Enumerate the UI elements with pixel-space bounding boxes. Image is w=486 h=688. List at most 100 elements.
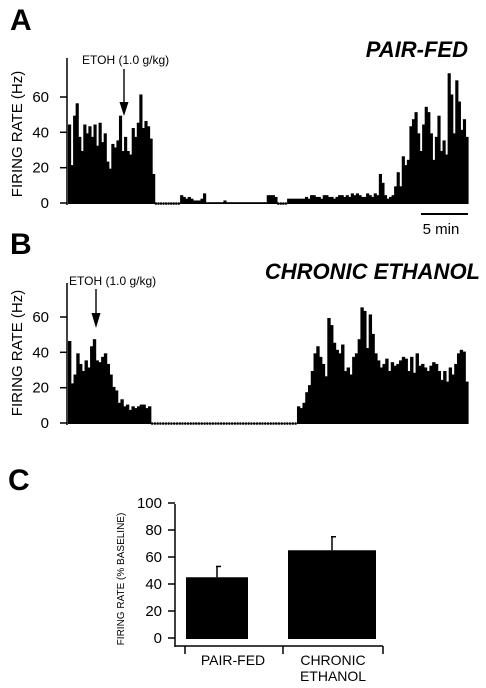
panel-b-tick-label: 60 bbox=[32, 309, 49, 326]
panel-b-bar bbox=[302, 402, 306, 424]
panel-a-bar bbox=[348, 196, 352, 204]
panel-b-bar bbox=[399, 360, 403, 424]
panel-a-bar bbox=[307, 198, 311, 204]
panel-a-bar bbox=[442, 140, 446, 204]
panel-b-bar bbox=[109, 374, 113, 424]
panel-a-zero-marker bbox=[169, 202, 173, 205]
panel-a-bar bbox=[465, 136, 469, 204]
panel-b-bar bbox=[305, 392, 309, 424]
panel-a-zero-marker bbox=[177, 202, 181, 205]
panel-a-zero-marker bbox=[157, 202, 160, 205]
panel-b-zero-marker bbox=[156, 422, 159, 425]
panel-a-bar bbox=[389, 196, 393, 204]
panel-b-zero-marker bbox=[252, 422, 256, 425]
panel-a-bar bbox=[101, 142, 105, 204]
panel-a-bar bbox=[228, 202, 232, 204]
panel-b-bar bbox=[448, 367, 453, 424]
panel-a-bar bbox=[310, 195, 314, 204]
panel-b-bar bbox=[68, 340, 72, 424]
panel-a-zero-marker bbox=[162, 202, 165, 205]
panel-b-bar bbox=[136, 406, 141, 424]
panel-b-bar bbox=[92, 339, 97, 424]
panel-a-bar bbox=[180, 195, 184, 204]
panel-a-bar bbox=[203, 193, 207, 204]
panel-b-zero-marker bbox=[288, 422, 292, 425]
panel-a-bar bbox=[225, 202, 230, 204]
panel-b-zero-marker bbox=[197, 422, 201, 425]
panel-b-zero-marker bbox=[208, 422, 212, 425]
panel-b-bar bbox=[101, 356, 105, 424]
panel-b-zero-marker bbox=[164, 422, 168, 425]
panel-a-bar bbox=[417, 133, 421, 204]
panel-b-zero-marker bbox=[225, 422, 228, 425]
panel-a-zero-marker bbox=[159, 202, 163, 205]
panel-b-zero-marker bbox=[263, 422, 267, 425]
panel-a-bar bbox=[424, 106, 428, 204]
panel-b-bar bbox=[70, 383, 75, 424]
panel-a-bar bbox=[394, 186, 398, 204]
panel-a-bar bbox=[251, 202, 255, 204]
panel-a-bar bbox=[322, 195, 326, 204]
panel-b-zero-marker bbox=[183, 422, 187, 425]
panel-b-bar bbox=[346, 367, 350, 424]
panel-a-bar bbox=[253, 202, 258, 204]
panel-a-zero-marker bbox=[154, 202, 158, 205]
panel-a-bar bbox=[96, 145, 100, 204]
panel-a-bar bbox=[289, 198, 293, 204]
panel-c-bars bbox=[186, 536, 376, 639]
panel-b-bar bbox=[327, 318, 331, 424]
panel-a-bar bbox=[271, 195, 275, 204]
panel-b-bar bbox=[128, 409, 133, 424]
panel-a-bar bbox=[455, 80, 459, 204]
panel-a-bar bbox=[358, 195, 362, 204]
panel-b-bar bbox=[125, 404, 130, 424]
panel-a-tick-label: 40 bbox=[32, 124, 49, 141]
panel-b-bar bbox=[462, 351, 466, 424]
panel-b-zero-marker bbox=[294, 422, 297, 425]
panel-a-bar bbox=[462, 119, 467, 204]
panel-a-tick-label: 20 bbox=[32, 160, 49, 177]
panel-b-bar bbox=[145, 408, 149, 424]
panel-a-bar bbox=[88, 126, 92, 204]
panel-b-zero-marker bbox=[217, 422, 220, 425]
panel-a-bar bbox=[205, 202, 209, 204]
panel-b-bar bbox=[357, 339, 362, 424]
panel-b-bar bbox=[112, 386, 116, 424]
panel-b-bar bbox=[418, 365, 422, 424]
panel-a-bar bbox=[118, 115, 123, 204]
panel-b-zero-marker bbox=[153, 422, 157, 425]
panel-a-bar bbox=[121, 151, 125, 204]
panel-b-bar bbox=[432, 362, 436, 424]
panel-a-bar bbox=[457, 101, 461, 204]
panel-b-bar bbox=[131, 406, 135, 424]
panel-a-bar bbox=[195, 200, 199, 204]
panel-a-bar bbox=[146, 126, 151, 204]
panel-b-zero-marker bbox=[272, 422, 275, 425]
panel-b-bar bbox=[396, 363, 400, 424]
panel-b-y-axis-label: FIRING RATE (Hz) bbox=[9, 290, 26, 416]
panel-a-bar bbox=[218, 202, 222, 204]
panel-b-bar bbox=[423, 367, 428, 424]
panel-b-bar bbox=[95, 360, 99, 424]
panel-b-bar bbox=[421, 363, 425, 424]
panel-a-bar bbox=[315, 196, 319, 204]
panel-a-bar bbox=[386, 198, 390, 204]
panel-a-bar bbox=[419, 151, 423, 204]
panel-b-bar bbox=[338, 353, 342, 424]
panel-a-bar bbox=[437, 115, 441, 204]
panel-a-bar bbox=[266, 195, 270, 204]
panel-b-bar bbox=[90, 346, 94, 424]
panel-a-condition-label: PAIR-FED bbox=[366, 37, 468, 62]
panel-a-bar bbox=[80, 151, 84, 204]
panel-b-tick-label: 40 bbox=[32, 344, 49, 361]
panel-b-bar bbox=[103, 353, 108, 424]
panel-a-bar bbox=[366, 193, 370, 204]
panel-a-letter: A bbox=[10, 4, 32, 37]
panel-a-bar bbox=[68, 124, 72, 204]
panel-b-zero-marker bbox=[206, 422, 209, 425]
panel-a-bar bbox=[182, 196, 186, 204]
panel-b-bar bbox=[313, 353, 317, 424]
panel-a-bar bbox=[108, 168, 112, 204]
panel-b-bar bbox=[451, 374, 455, 424]
